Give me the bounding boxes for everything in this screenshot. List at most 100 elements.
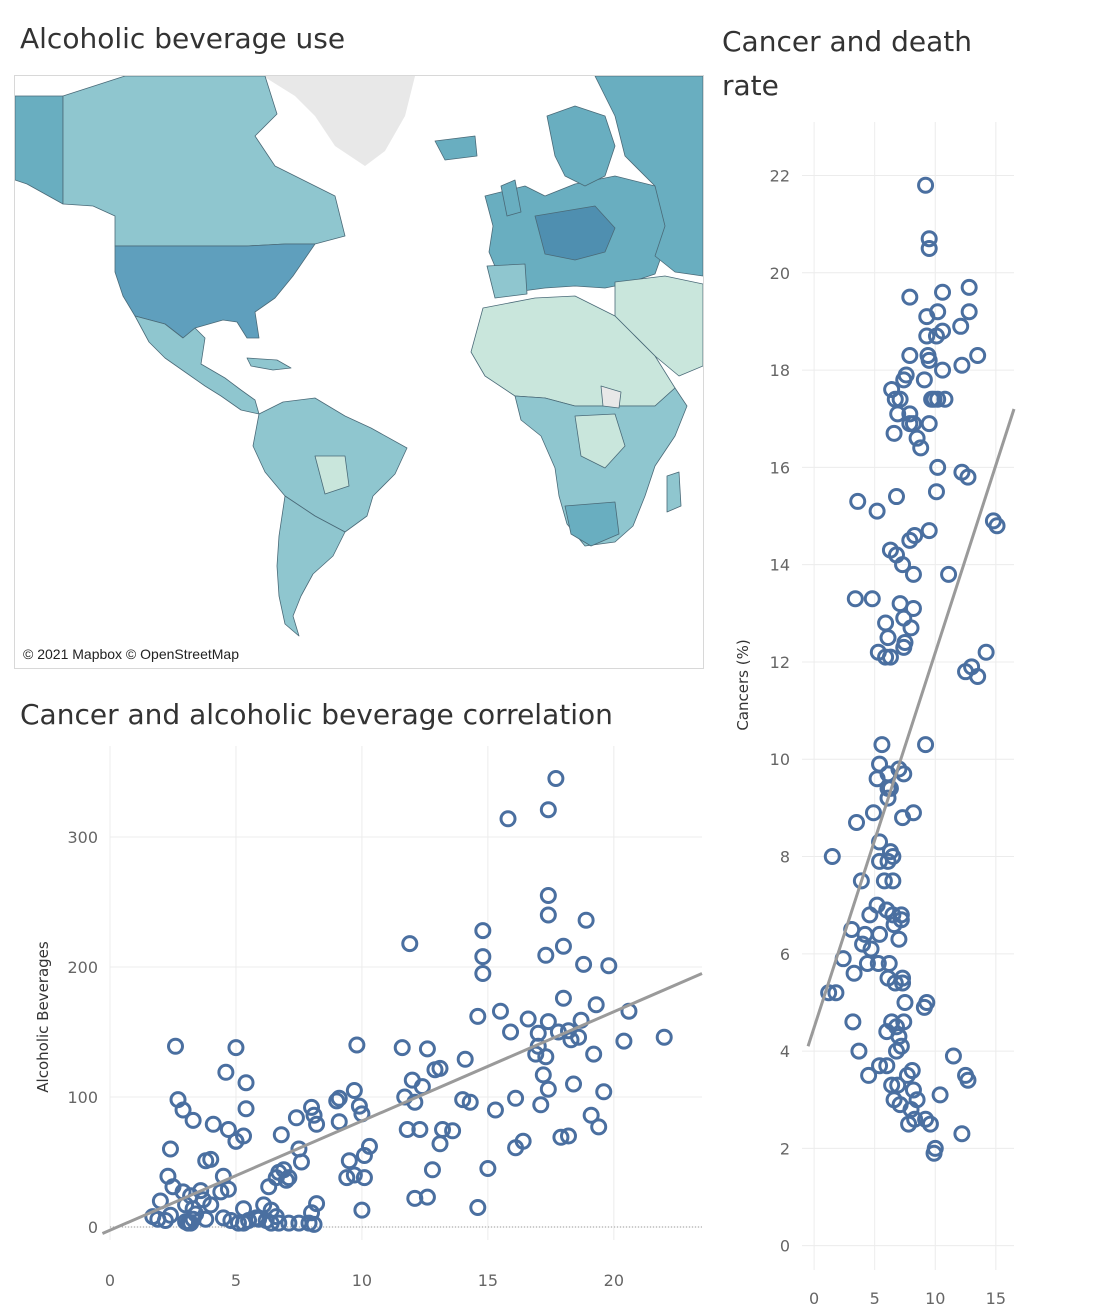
- correlation-data-point[interactable]: [348, 1036, 366, 1054]
- death-rate-data-point[interactable]: [920, 351, 938, 369]
- death-rate-data-point[interactable]: [894, 556, 912, 574]
- correlation-data-point[interactable]: [355, 1169, 373, 1187]
- death-rate-data-point[interactable]: [929, 303, 947, 321]
- correlation-data-point[interactable]: [328, 1092, 346, 1110]
- correlation-data-point[interactable]: [166, 1037, 184, 1055]
- correlation-data-point[interactable]: [267, 1208, 285, 1226]
- correlation-data-point[interactable]: [280, 1214, 298, 1232]
- death-rate-data-point[interactable]: [852, 872, 870, 890]
- correlation-data-point[interactable]: [469, 1199, 487, 1216]
- region-uk[interactable]: [500, 179, 522, 217]
- correlation-data-point[interactable]: [454, 1091, 472, 1109]
- region-usa[interactable]: [114, 243, 316, 339]
- death-rate-data-point[interactable]: [952, 317, 970, 335]
- death-rate-data-point[interactable]: [869, 955, 887, 973]
- correlation-data-point[interactable]: [474, 922, 492, 940]
- correlation-data-point[interactable]: [330, 1113, 348, 1131]
- death-rate-data-point[interactable]: [846, 590, 864, 608]
- correlation-data-point[interactable]: [187, 1205, 205, 1223]
- region-south-africa[interactable]: [564, 501, 620, 547]
- region-scandinavia[interactable]: [546, 105, 616, 187]
- death-rate-data-point[interactable]: [920, 522, 938, 540]
- correlation-data-point[interactable]: [219, 1121, 237, 1138]
- correlation-data-point[interactable]: [260, 1178, 278, 1196]
- correlation-data-point[interactable]: [539, 887, 557, 904]
- region-iceland[interactable]: [434, 135, 478, 161]
- death-rate-data-point[interactable]: [934, 361, 952, 379]
- death-rate-data-point[interactable]: [929, 458, 947, 476]
- death-rate-data-point[interactable]: [901, 346, 919, 364]
- correlation-data-point[interactable]: [537, 1048, 555, 1066]
- correlation-data-point[interactable]: [559, 1127, 577, 1145]
- death-rate-data-point[interactable]: [879, 852, 897, 870]
- region-bolivia[interactable]: [314, 455, 350, 495]
- correlation-data-point[interactable]: [212, 1183, 230, 1201]
- correlation-data-point[interactable]: [575, 955, 593, 973]
- region-russia[interactable]: [594, 76, 703, 277]
- region-mexico[interactable]: [134, 315, 260, 415]
- correlation-data-point[interactable]: [534, 1066, 552, 1084]
- death-rate-data-point[interactable]: [860, 1066, 878, 1084]
- correlation-data-point[interactable]: [539, 801, 557, 819]
- correlation-data-point[interactable]: [570, 1028, 588, 1046]
- death-rate-data-point[interactable]: [890, 1028, 908, 1046]
- correlation-data-point[interactable]: [250, 1210, 268, 1228]
- correlation-data-point[interactable]: [615, 1032, 633, 1050]
- correlation-data-point[interactable]: [330, 1089, 348, 1107]
- death-rate-data-point[interactable]: [988, 517, 1006, 535]
- correlation-data-point[interactable]: [577, 911, 595, 929]
- death-rate-data-point[interactable]: [927, 483, 945, 501]
- death-rate-data-point[interactable]: [920, 230, 938, 248]
- correlation-data-point[interactable]: [272, 1126, 290, 1144]
- death-rate-data-point[interactable]: [881, 648, 899, 666]
- correlation-data-point[interactable]: [587, 996, 605, 1014]
- correlation-data-point[interactable]: [184, 1111, 202, 1129]
- death-rate-data-point[interactable]: [902, 619, 920, 637]
- region-central-europe[interactable]: [534, 205, 616, 261]
- correlation-data-point[interactable]: [214, 1209, 232, 1227]
- correlation-data-point[interactable]: [161, 1140, 179, 1158]
- death-rate-data-point[interactable]: [895, 1013, 913, 1031]
- death-rate-data-point[interactable]: [885, 424, 903, 442]
- correlation-data-point[interactable]: [486, 1101, 504, 1119]
- region-alaska[interactable]: [15, 95, 64, 205]
- death-rate-data-point[interactable]: [960, 278, 978, 296]
- death-rate-data-point[interactable]: [863, 590, 881, 608]
- correlation-data-point[interactable]: [431, 1059, 449, 1077]
- death-rate-data-point[interactable]: [856, 925, 874, 943]
- death-rate-data-point[interactable]: [944, 1047, 962, 1065]
- correlation-data-point[interactable]: [474, 948, 492, 966]
- death-rate-data-point[interactable]: [883, 381, 901, 399]
- region-south-sudan[interactable]: [600, 385, 622, 409]
- correlation-data-point[interactable]: [340, 1152, 358, 1170]
- death-rate-data-point[interactable]: [904, 1081, 922, 1099]
- death-rate-data-point[interactable]: [873, 736, 891, 754]
- world-map[interactable]: © 2021 Mapbox © OpenStreetMap: [14, 75, 704, 669]
- correlation-data-point[interactable]: [277, 1171, 295, 1189]
- death-rate-data-point[interactable]: [906, 526, 924, 544]
- death-rate-data-point[interactable]: [901, 531, 919, 549]
- death-rate-data-point[interactable]: [885, 916, 903, 934]
- correlation-data-point[interactable]: [287, 1109, 305, 1127]
- death-rate-data-point[interactable]: [901, 405, 919, 423]
- death-rate-data-point[interactable]: [894, 809, 912, 827]
- death-rate-data-point[interactable]: [929, 390, 947, 408]
- death-rate-data-point[interactable]: [896, 993, 914, 1011]
- death-rate-data-point[interactable]: [827, 984, 845, 1002]
- death-rate-data-point[interactable]: [895, 371, 913, 389]
- correlation-data-point[interactable]: [554, 989, 572, 1007]
- death-rate-data-point[interactable]: [849, 492, 867, 510]
- correlation-data-point[interactable]: [229, 1214, 247, 1232]
- correlation-data-point[interactable]: [507, 1089, 525, 1107]
- death-rate-data-point[interactable]: [890, 930, 908, 948]
- death-rate-data-point[interactable]: [848, 813, 866, 831]
- correlation-data-point[interactable]: [585, 1045, 603, 1063]
- correlation-data-point[interactable]: [353, 1201, 371, 1219]
- correlation-data-point[interactable]: [418, 1188, 436, 1206]
- death-rate-data-point[interactable]: [895, 609, 913, 627]
- correlation-data-point[interactable]: [292, 1153, 310, 1171]
- region-congo[interactable]: [574, 413, 626, 469]
- death-rate-data-point[interactable]: [861, 906, 879, 924]
- death-rate-data-point[interactable]: [959, 1071, 977, 1089]
- correlation-data-point[interactable]: [350, 1097, 368, 1115]
